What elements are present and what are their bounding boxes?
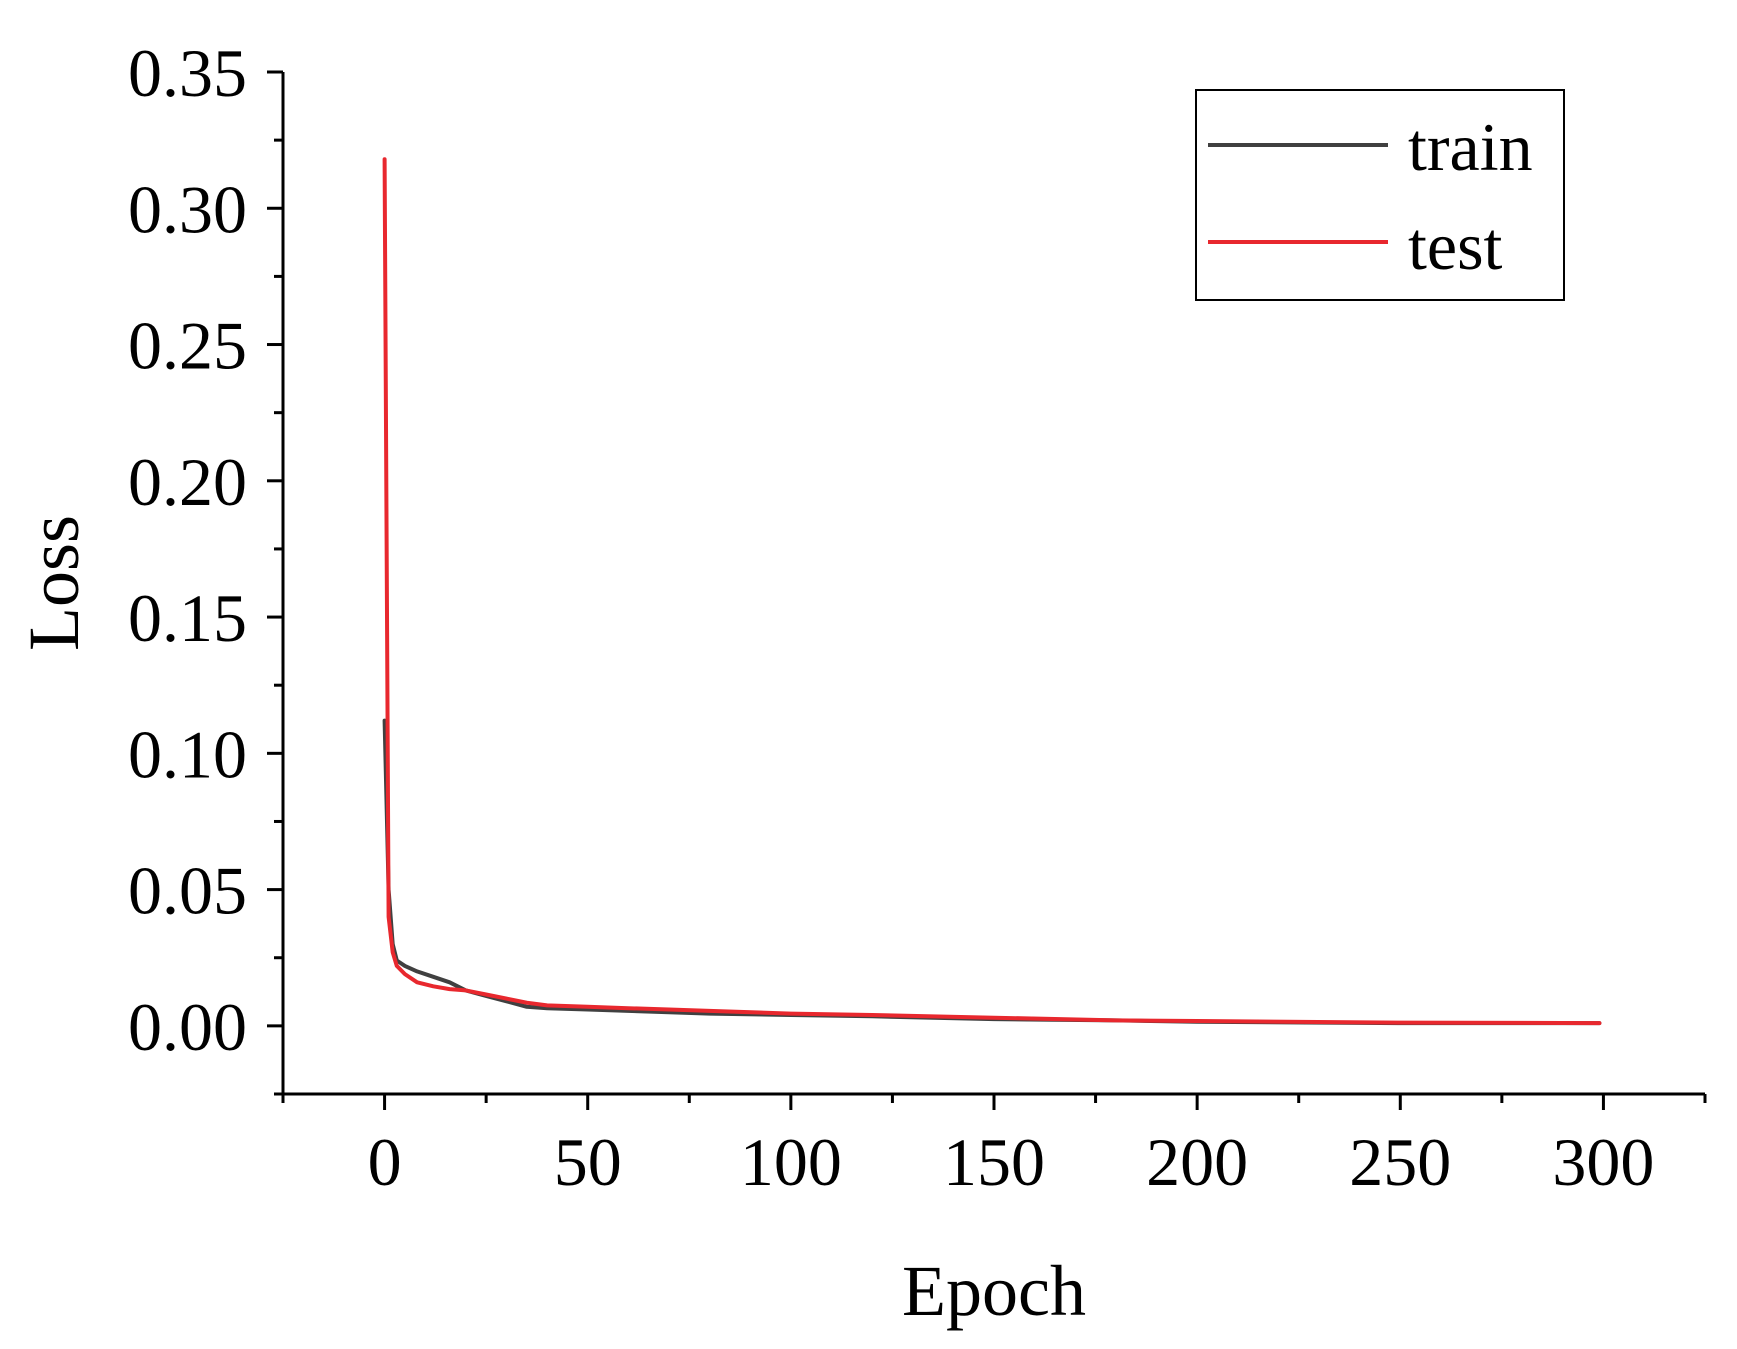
x-tick-label: 250	[1349, 1124, 1451, 1200]
x-tick-label: 50	[554, 1124, 622, 1200]
x-tick-label: 150	[943, 1124, 1045, 1200]
y-tick-label: 0.25	[128, 308, 247, 384]
y-tick-label: 0.35	[128, 35, 247, 111]
y-tick-label: 0.00	[128, 989, 247, 1065]
y-tick-label: 0.05	[128, 853, 247, 929]
legend: train test	[1195, 89, 1565, 301]
y-axis-ticks: 0.00 0.05 0.10 0.15 0.20 0.25 0.30 0.35	[128, 35, 283, 1096]
y-tick-label: 0.10	[128, 716, 247, 792]
x-tick-label: 100	[740, 1124, 842, 1200]
x-tick-label: 0	[368, 1124, 402, 1200]
x-axis-title: Epoch	[902, 1251, 1086, 1331]
series-line-train	[382, 718, 1602, 1026]
y-tick-label: 0.15	[128, 580, 247, 656]
y-tick-label: 0.20	[128, 444, 247, 520]
series-lines	[382, 157, 1602, 1026]
y-axis-title: Loss	[14, 515, 94, 651]
x-tick-label: 300	[1552, 1124, 1654, 1200]
legend-label-test: test	[1408, 208, 1503, 284]
legend-box	[1195, 89, 1565, 301]
series-line-test	[382, 157, 1602, 1026]
y-tick-label: 0.30	[128, 171, 247, 247]
legend-label-train: train	[1408, 109, 1533, 185]
x-axis-ticks: 0 50 100 150 200 250 300	[281, 1094, 1707, 1200]
x-tick-label: 200	[1146, 1124, 1248, 1200]
